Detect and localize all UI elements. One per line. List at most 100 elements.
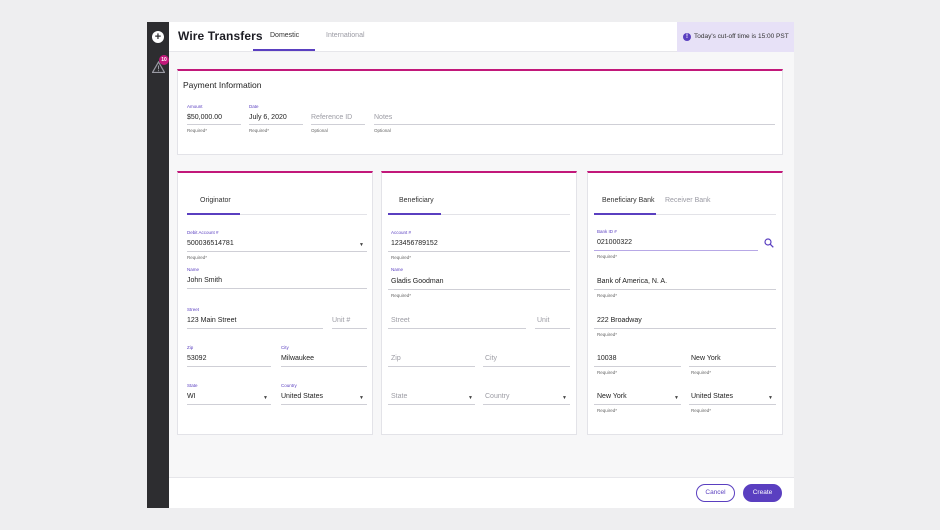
cancel-button[interactable]: Cancel — [696, 484, 735, 502]
bank-id-label: Bank ID # — [597, 229, 617, 234]
unit-field[interactable]: Unit # — [332, 317, 351, 324]
debit-underline — [187, 251, 367, 252]
bank-id-hint: Required* — [597, 254, 618, 259]
bank-id-field[interactable]: 021000322 — [597, 239, 633, 246]
beneficiary-name-underline — [388, 289, 570, 290]
chevron-down-icon[interactable]: ▼ — [359, 395, 364, 401]
bank-city-underline — [689, 366, 776, 367]
account-hint: Required* — [391, 255, 412, 260]
bank-street-field[interactable]: 222 Broadway — [597, 317, 642, 324]
warning-icon[interactable] — [152, 61, 165, 73]
tab-beneficiary-bank[interactable]: Beneficiary Bank — [602, 197, 655, 204]
beneficiary-tab-indicator — [388, 213, 441, 215]
originator-name-field[interactable]: John Smith — [187, 277, 223, 284]
chevron-down-icon[interactable]: ▼ — [359, 242, 364, 248]
reference-underline — [311, 124, 365, 125]
cutoff-text: Today's cut-off time is 15:00 PST — [694, 33, 789, 40]
state-label: State — [187, 383, 198, 388]
tab-domestic[interactable]: Domestic — [270, 32, 300, 39]
state-select[interactable]: WI — [187, 393, 196, 400]
notes-underline — [374, 124, 775, 125]
bank-id-underline — [594, 250, 758, 251]
bank-city-hint: Required* — [691, 370, 712, 375]
beneficiary-card: Beneficiary Account # 123456789152 Requi… — [381, 171, 577, 435]
chevron-down-icon[interactable]: ▼ — [263, 395, 268, 401]
name-underline — [187, 288, 367, 289]
bank-street-underline — [594, 328, 776, 329]
amount-label: Amount — [187, 104, 203, 109]
debit-hint: Required* — [187, 255, 208, 260]
bank-zip-underline — [594, 366, 681, 367]
reference-id-field[interactable]: Reference ID — [311, 114, 353, 121]
zip-underline — [187, 366, 271, 367]
country-label: Country — [281, 383, 297, 388]
bank-zip-field[interactable]: 10038 — [597, 355, 617, 362]
beneficiary-street-field[interactable]: Street — [391, 317, 410, 324]
active-tab-indicator — [253, 49, 315, 51]
debit-account-select[interactable]: 500036514781 — [187, 240, 234, 247]
originator-card: Originator Debit Account # 500036514781 … — [177, 171, 373, 435]
bank-state-hint: Required* — [597, 408, 618, 413]
reference-hint: Optional — [311, 128, 328, 133]
bank-city-field[interactable]: New York — [691, 355, 721, 362]
chevron-down-icon[interactable]: ▼ — [562, 395, 567, 401]
date-hint: Required* — [249, 128, 270, 133]
beneficiary-country-underline — [483, 404, 570, 405]
bank-name-underline — [594, 289, 776, 290]
state-underline — [187, 404, 271, 405]
info-icon: ! — [683, 33, 691, 41]
create-button[interactable]: Create — [743, 484, 782, 502]
account-underline — [388, 251, 570, 252]
bank-street-hint: Required* — [597, 332, 618, 337]
page-title: Wire Transfers — [178, 29, 263, 43]
amount-hint: Required* — [187, 128, 208, 133]
country-underline — [281, 404, 367, 405]
beneficiary-state-select[interactable]: State — [391, 393, 408, 400]
country-select[interactable]: United States — [281, 393, 324, 400]
tab-international[interactable]: International — [326, 32, 365, 39]
beneficiary-zip-underline — [388, 366, 475, 367]
street-field[interactable]: 123 Main Street — [187, 317, 237, 324]
beneficiary-unit-field[interactable]: Unit — [537, 317, 550, 324]
tab-beneficiary[interactable]: Beneficiary — [399, 197, 434, 204]
originator-name-label: Name — [187, 267, 200, 272]
beneficiary-country-select[interactable]: Country — [485, 393, 510, 400]
alert-count-badge: 10 — [159, 55, 169, 65]
tab-rule — [187, 214, 367, 215]
beneficiary-bank-card: Beneficiary Bank Receiver Bank Bank ID #… — [587, 171, 783, 435]
beneficiary-zip-field[interactable]: Zip — [391, 355, 401, 362]
beneficiary-name-hint: Required* — [391, 293, 412, 298]
beneficiary-name-label: Name — [391, 267, 404, 272]
beneficiary-name-field[interactable]: Gladis Goodman — [391, 278, 444, 285]
account-field[interactable]: 123456789152 — [391, 240, 438, 247]
bank-name-field[interactable]: Bank of America, N. A. — [597, 278, 668, 285]
date-field[interactable]: July 6, 2020 — [249, 114, 287, 121]
street-underline — [187, 328, 323, 329]
account-label: Account # — [391, 230, 412, 235]
add-icon[interactable]: + — [152, 31, 164, 43]
bank-state-underline — [594, 404, 681, 405]
chevron-down-icon[interactable]: ▼ — [468, 395, 473, 401]
unit-underline — [332, 328, 367, 329]
payment-information-card: Payment Information Amount $50,000.00 Re… — [177, 69, 783, 155]
beneficiary-city-field[interactable]: City — [485, 355, 498, 362]
beneficiary-state-underline — [388, 404, 475, 405]
tab-receiver-bank[interactable]: Receiver Bank — [665, 197, 711, 204]
search-icon[interactable] — [764, 238, 774, 248]
bank-zip-hint: Required* — [597, 370, 618, 375]
bank-state-select[interactable]: New York — [597, 393, 627, 400]
notes-field[interactable]: Notes — [374, 114, 393, 121]
chevron-down-icon[interactable]: ▼ — [768, 395, 773, 401]
tab-originator[interactable]: Originator — [200, 197, 231, 204]
amount-field[interactable]: $50,000.00 — [187, 114, 223, 121]
bank-country-select[interactable]: United States — [691, 393, 734, 400]
beneficiary-city-underline — [483, 366, 570, 367]
beneficiary-street-underline — [388, 328, 526, 329]
city-underline — [281, 366, 367, 367]
tab-rule — [594, 214, 776, 215]
zip-field[interactable]: 53092 — [187, 355, 207, 362]
chevron-down-icon[interactable]: ▼ — [674, 395, 679, 401]
tab-rule — [388, 214, 570, 215]
date-label: Date — [249, 104, 259, 109]
city-field[interactable]: Milwaukee — [281, 355, 315, 362]
